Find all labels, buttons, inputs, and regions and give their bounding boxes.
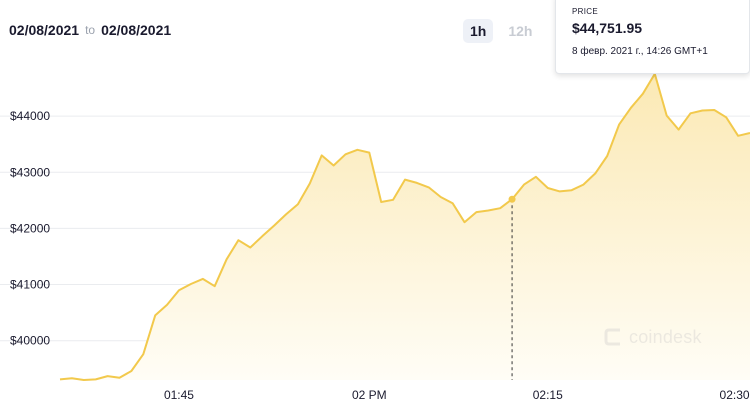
range-button-1h[interactable]: 1h <box>463 19 494 43</box>
y-tick-label: $43000 <box>10 165 50 179</box>
hover-point <box>508 195 516 203</box>
x-tick-label: 01:45 <box>164 388 194 402</box>
x-axis-labels: 01:45 02 PM 02:15 02:30 <box>164 388 750 402</box>
coindesk-watermark: coindesk <box>603 326 702 348</box>
y-tick-label: $41000 <box>10 278 50 292</box>
price-area-fill <box>60 73 750 381</box>
y-tick-label: $40000 <box>10 334 50 348</box>
date-range-separator: to <box>85 23 96 37</box>
date-from: 02/08/2021 <box>9 22 80 38</box>
coindesk-logo-icon <box>604 328 620 346</box>
y-axis-labels: $40000 $41000 $42000 $43000 $44000 <box>10 109 50 348</box>
range-button-12h[interactable]: 12h <box>508 23 533 39</box>
x-tick-label: 02:15 <box>533 388 563 402</box>
price-line <box>59 72 750 381</box>
tooltip-datetime: 8 февр. 2021 г., 14:26 GMT+1 <box>572 46 708 57</box>
y-tick-label: $44000 <box>10 109 50 123</box>
y-tick-label: $42000 <box>10 221 50 235</box>
tooltip-price: $44,751.95 <box>572 20 643 36</box>
watermark-text: coindesk <box>629 326 702 347</box>
date-range: 02/08/2021 to 02/08/2021 <box>9 20 171 40</box>
date-to: 02/08/2021 <box>101 22 172 38</box>
tooltip-label: PRICE <box>572 7 598 16</box>
x-tick-label: 02 PM <box>352 388 387 402</box>
time-range-selector: 1h 12h <box>463 19 539 43</box>
price-tooltip: PRICE $44,751.95 8 февр. 2021 г., 14:26 … <box>555 0 750 74</box>
x-tick-label: 02:30 <box>720 388 750 402</box>
